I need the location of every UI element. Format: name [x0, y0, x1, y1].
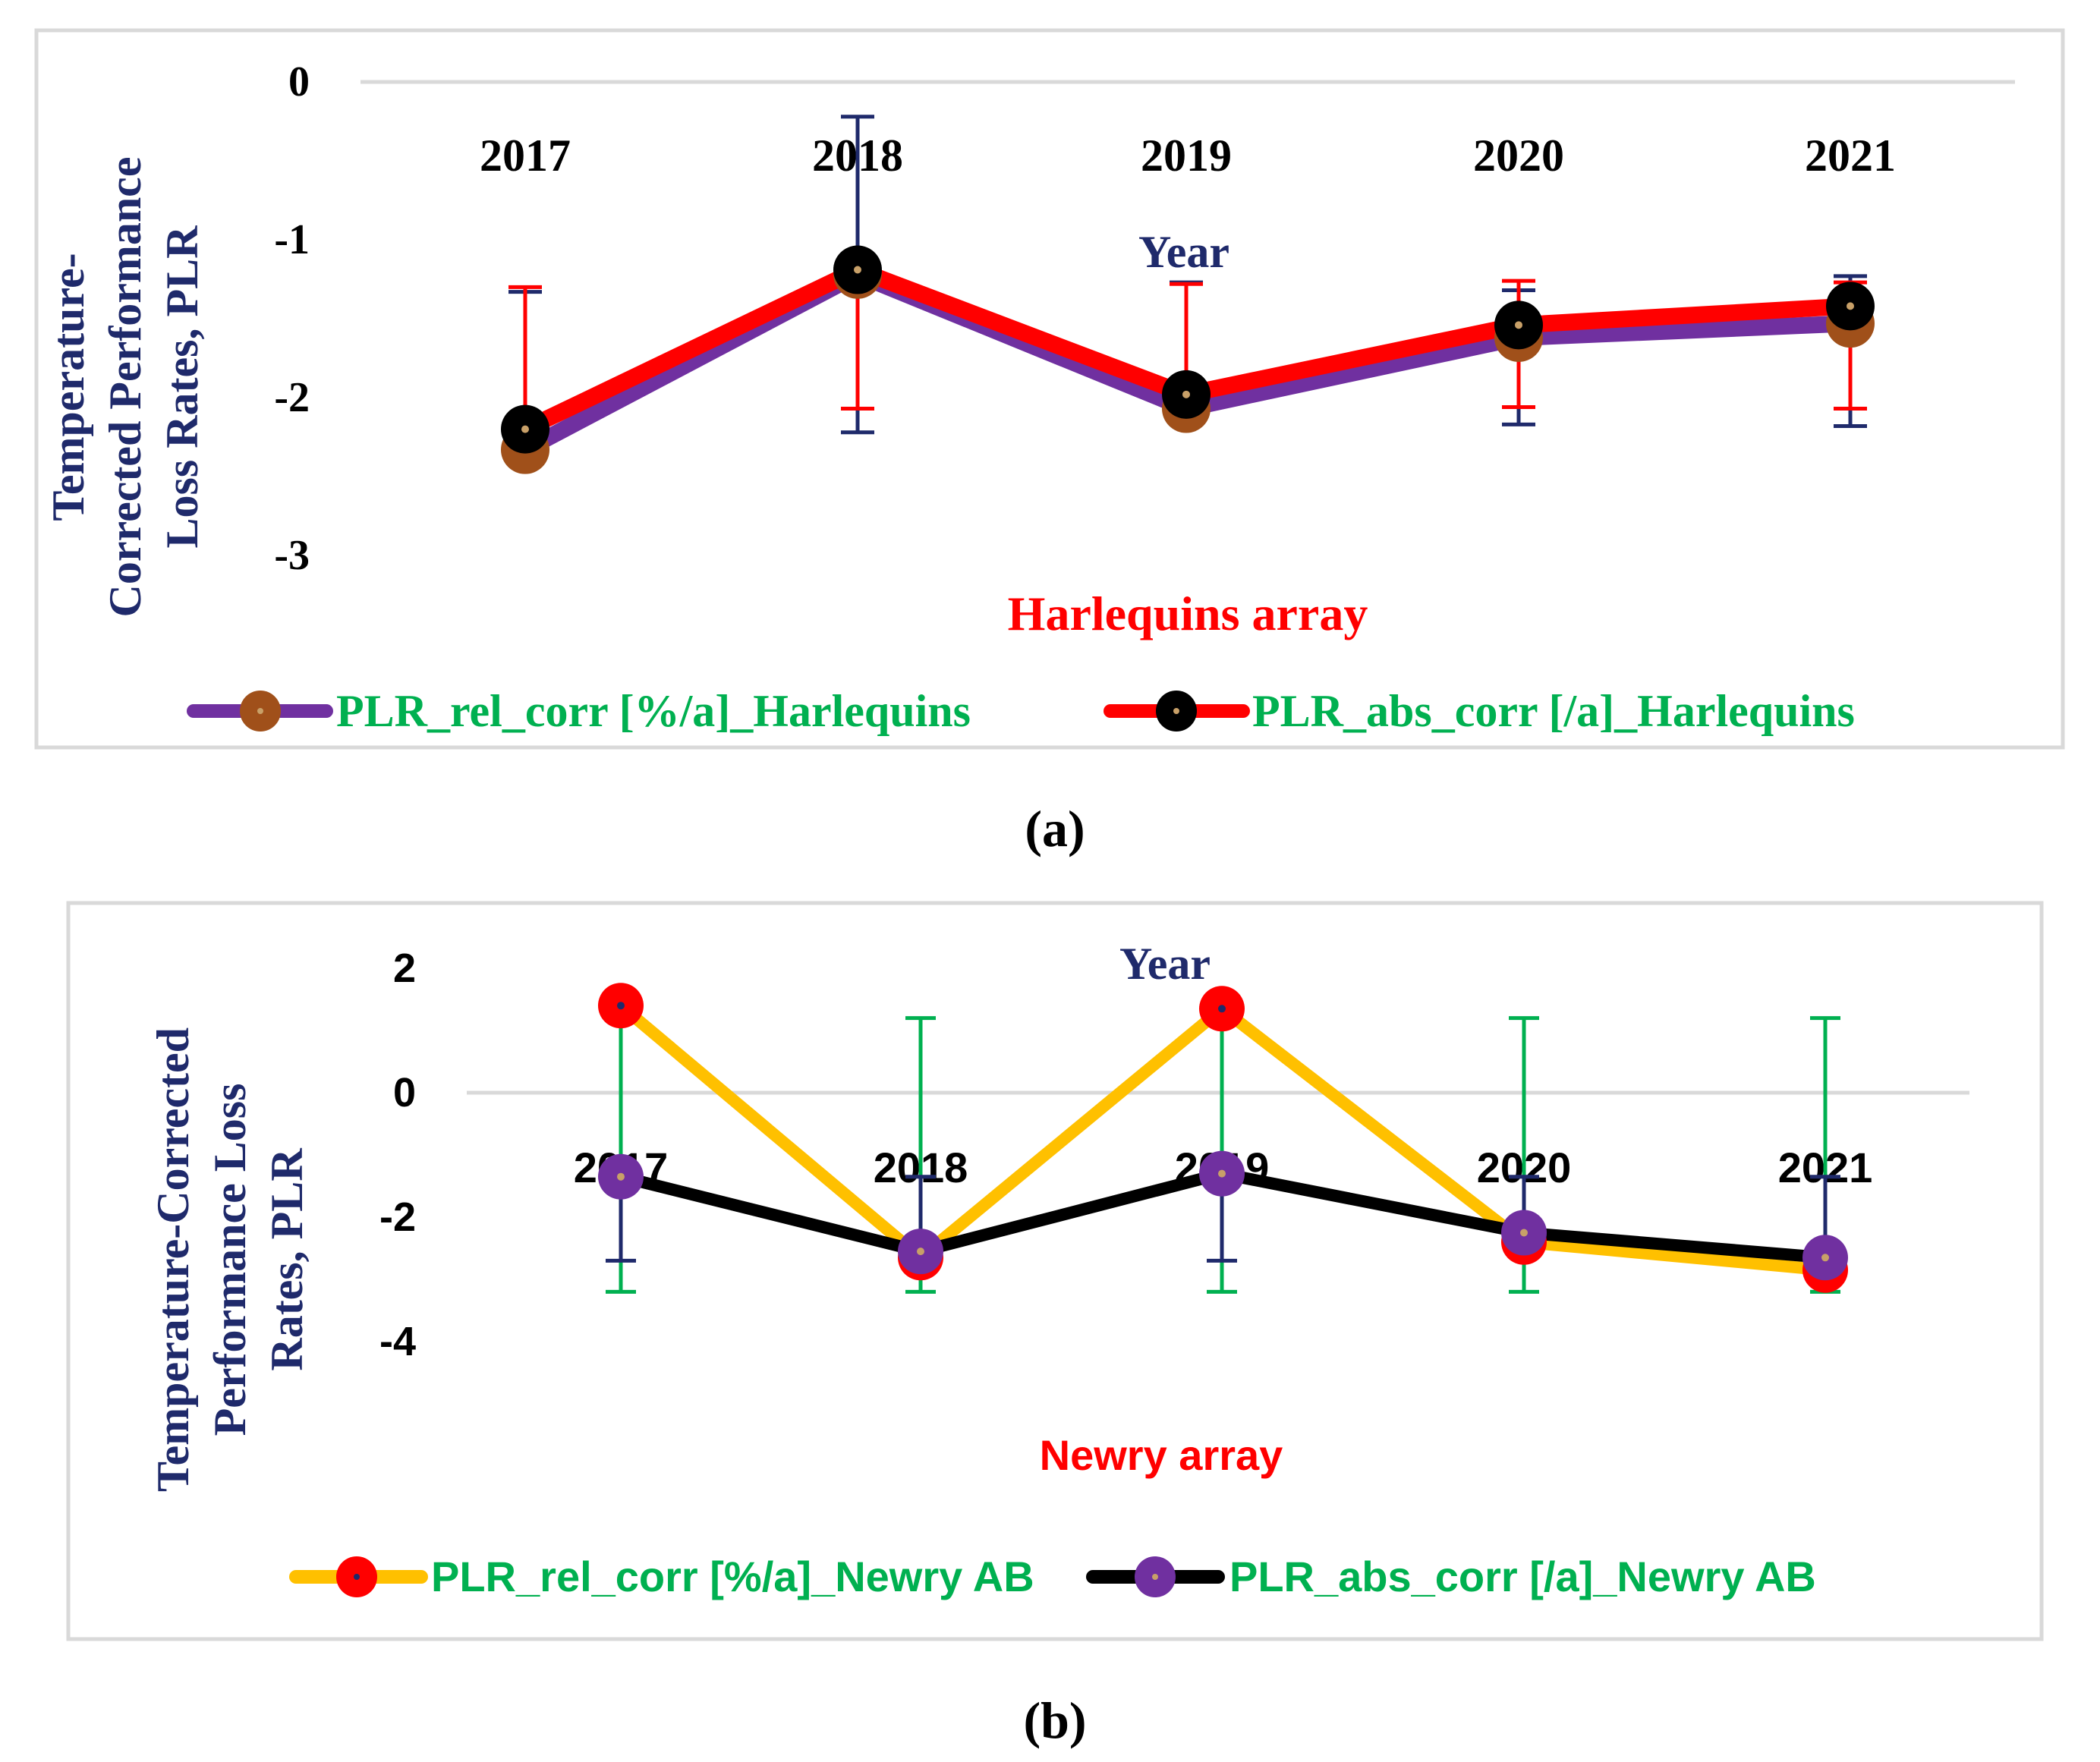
data-point-center [1182, 390, 1190, 398]
y-axis-title-a-line-2: Corrected Performance [100, 157, 150, 618]
x-tick-label-a: 2017 [480, 131, 571, 181]
legend-b: PLR_rel_corr [%/a]_Newry AB PLR_abs_corr… [289, 1553, 1816, 1600]
legend-marker-center [1173, 708, 1179, 714]
y-tick-label-a: -1 [274, 216, 310, 263]
y-tick-label-a: -3 [274, 532, 310, 579]
y-axis-title-b: Temperature-Corrected Performance Loss R… [148, 1027, 312, 1492]
legend-b-label-1: PLR_rel_corr [%/a]_Newry AB [431, 1553, 1034, 1600]
data-point-a-s2 [1494, 300, 1543, 350]
caption-a: (a) [1025, 800, 1085, 857]
data-point-b-s1 [1199, 986, 1245, 1032]
data-point-b-s2 [1199, 1150, 1245, 1197]
chart-border-b [66, 901, 2044, 1641]
legend-a-label-2: PLR_abs_corr [/a]_Harlequins [1252, 686, 1855, 736]
y-tick-label-a: -2 [274, 374, 310, 421]
data-point-b-s1 [598, 983, 644, 1029]
data-point-a-s2 [833, 245, 882, 294]
legend-marker-center [257, 708, 263, 714]
y-tick-label-b: 2 [393, 946, 416, 991]
x-tick-label-a: 2020 [1473, 131, 1564, 181]
y-axis-title-a: Temperature- Corrected Performance Loss … [43, 157, 207, 618]
x-axis-title-b: Year [1119, 939, 1211, 989]
y-axis-title-b-line-2: Performance Loss [205, 1084, 255, 1436]
data-point-a-s2 [501, 404, 549, 454]
y-axis-title-b-line-3: Rates, PLR [262, 1148, 312, 1371]
data-point-center [917, 1248, 924, 1256]
data-point-center [1821, 1254, 1829, 1262]
chart-border-a [34, 28, 2065, 750]
data-point-center [521, 425, 529, 433]
legend-marker-center [354, 1574, 360, 1580]
data-point-center [1847, 302, 1854, 310]
caption-b: (b) [1023, 1691, 1086, 1749]
legend-marker-center [1152, 1574, 1158, 1580]
y-axis-title-a-line-3: Loss Rates, PLR [157, 225, 207, 549]
y-tick-label-b: 0 [393, 1070, 416, 1115]
data-point-a-s2 [1826, 282, 1875, 331]
chart-panel-a: 0-1-2-3 2017 2018 2019 2020 2021 Year Temper… [34, 28, 2065, 750]
data-point-b-s2 [598, 1153, 644, 1200]
data-point-b-s2 [1802, 1235, 1848, 1281]
x-tick-label-a: 2019 [1141, 131, 1232, 181]
legend-a: PLR_rel_corr [%/a]_Harlequins PLR_abs_co… [187, 686, 1855, 736]
chart-title-b: Newry array [1040, 1431, 1283, 1479]
data-point-center [1520, 1229, 1528, 1237]
data-point-a-s2 [1162, 370, 1211, 419]
data-point-b-s2 [898, 1229, 943, 1275]
y-tick-label-a: 0 [288, 58, 310, 105]
data-point-center [1218, 1005, 1226, 1013]
data-point-center [617, 1002, 625, 1010]
data-point-center [617, 1172, 625, 1181]
legend-a-label-1: PLR_rel_corr [%/a]_Harlequins [336, 686, 971, 736]
data-point-center [1218, 1169, 1226, 1178]
x-axis-title-a: Year [1138, 227, 1229, 277]
x-tick-label-a: 2021 [1805, 131, 1896, 181]
chart-title-a: Harlequins array [1008, 587, 1368, 640]
y-axis-title-b-line-1: Temperature-Corrected [148, 1027, 198, 1492]
y-tick-label-b: -2 [379, 1194, 416, 1240]
data-point-center [1515, 321, 1522, 329]
legend-b-label-2: PLR_abs_corr [/a]_Newry AB [1229, 1553, 1816, 1600]
data-point-b-s2 [1501, 1210, 1547, 1256]
y-axis-title-a-line-1: Temperature- [43, 253, 93, 521]
y-tick-label-b: -4 [379, 1319, 416, 1364]
data-point-center [854, 266, 861, 274]
